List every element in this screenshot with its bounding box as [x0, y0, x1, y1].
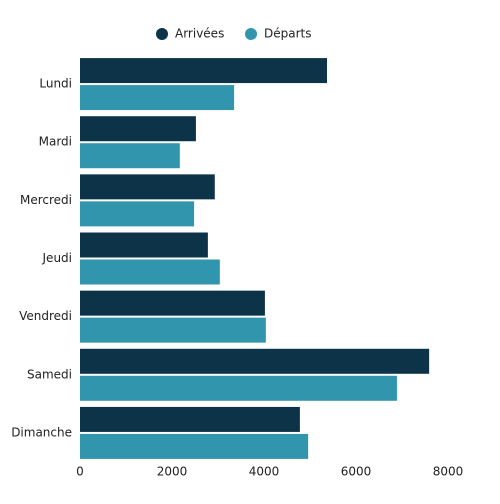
bar	[80, 85, 235, 111]
bar	[80, 348, 430, 374]
legend-marker	[245, 28, 257, 40]
bar	[80, 375, 397, 401]
bar	[80, 317, 266, 343]
x-tick-label: 8000	[433, 465, 464, 479]
y-tick-label: Mardi	[39, 135, 72, 149]
bar	[80, 58, 328, 84]
bar	[80, 174, 215, 200]
bar	[80, 433, 309, 459]
y-tick-label: Vendredi	[19, 309, 72, 323]
y-tick-label: Mercredi	[20, 193, 72, 207]
bar	[80, 290, 265, 316]
y-tick-label: Jeudi	[42, 251, 72, 265]
bar	[80, 406, 300, 432]
bar	[80, 143, 180, 169]
y-tick-label: Dimanche	[11, 425, 72, 439]
bar	[80, 259, 220, 285]
x-tick-label: 4000	[249, 465, 280, 479]
bar	[80, 201, 195, 227]
bar	[80, 232, 208, 258]
x-tick-label: 0	[76, 465, 84, 479]
x-tick-label: 6000	[341, 465, 372, 479]
bar	[80, 116, 196, 142]
legend-label: Départs	[264, 27, 311, 41]
y-tick-label: Lundi	[39, 77, 72, 91]
x-tick-label: 2000	[157, 465, 188, 479]
legend-marker	[156, 28, 168, 40]
y-tick-label: Samedi	[27, 367, 72, 381]
legend-label: Arrivées	[175, 27, 224, 41]
